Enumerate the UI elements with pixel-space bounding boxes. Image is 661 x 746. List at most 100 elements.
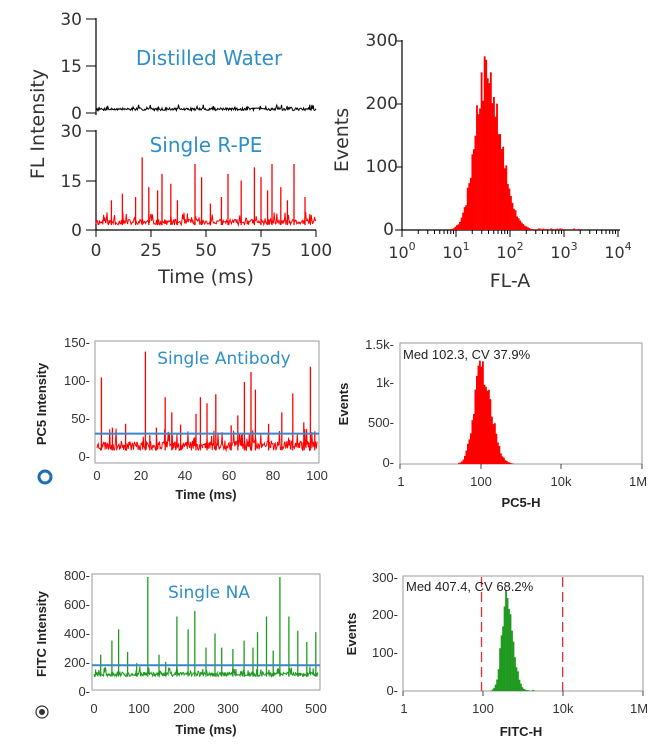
fla-xtick-label: 104 bbox=[604, 240, 631, 262]
histogram-bar bbox=[494, 423, 496, 464]
histogram-bar bbox=[496, 103, 498, 230]
histogram-bar bbox=[456, 225, 458, 230]
fla-xtick-label: 102 bbox=[496, 240, 523, 262]
histogram-bar bbox=[505, 165, 508, 230]
histogram-bar bbox=[492, 424, 495, 464]
panel-water: 30 15 0 Distilled Water bbox=[60, 10, 317, 124]
histogram-bar bbox=[483, 384, 486, 464]
fitch-xtick-label: 10k bbox=[553, 701, 574, 716]
fla-ytick-label: 200 bbox=[366, 94, 398, 114]
histogram-bar bbox=[510, 195, 512, 230]
svg-text:101: 101 bbox=[442, 240, 469, 262]
rpe-x-label: Time (ms) bbox=[157, 266, 254, 288]
pc5-xtick-label: 60 bbox=[222, 468, 236, 483]
histogram-bar bbox=[463, 207, 466, 230]
fitch-xtick-label: 100 bbox=[472, 701, 494, 716]
histogram-bar bbox=[476, 375, 478, 464]
histogram-bar bbox=[480, 72, 483, 230]
histogram-bar bbox=[458, 463, 460, 464]
fitc-ytick-label: 800- bbox=[64, 568, 90, 583]
histogram-bar bbox=[519, 220, 522, 230]
histogram-bar bbox=[489, 72, 492, 230]
pc5h-xtick-label: 1 bbox=[397, 474, 404, 489]
histogram-bar bbox=[491, 416, 493, 464]
histogram-bar bbox=[477, 365, 480, 464]
histogram-bar bbox=[459, 462, 462, 464]
fitc-xtick-label: 200 bbox=[173, 701, 195, 716]
pc5h-xtick-label: 100 bbox=[470, 474, 492, 489]
pc5-radio-button[interactable] bbox=[37, 469, 53, 485]
histogram-bar bbox=[506, 597, 509, 691]
pc5-ytick-label: 100- bbox=[64, 373, 90, 388]
histogram-bar bbox=[524, 689, 527, 691]
histogram-bar bbox=[486, 390, 489, 464]
histogram-bar bbox=[486, 78, 489, 230]
histogram-bar bbox=[520, 222, 523, 230]
fitc-xtick-label: 500 bbox=[305, 701, 327, 716]
histogram-bar bbox=[528, 228, 531, 230]
rpe-title: Single R-PE bbox=[150, 133, 263, 157]
histogram-bar bbox=[533, 690, 536, 691]
panel-rpe: 30 15 0 0 25 50 75 100 Time (ms) FL Inte… bbox=[27, 69, 332, 288]
fitch-xtick-label: 1M bbox=[630, 701, 648, 716]
histogram-bar bbox=[517, 671, 519, 691]
fla-xtick-label: 100 bbox=[388, 240, 415, 262]
pc5-xtick-label: 100 bbox=[306, 468, 328, 483]
rpe-xtick-label: 100 bbox=[300, 241, 332, 261]
fla-xtick-label: 103 bbox=[550, 240, 577, 262]
histogram-bar bbox=[497, 442, 499, 464]
fitc-title: Single NA bbox=[168, 583, 250, 603]
histogram-bar bbox=[542, 228, 545, 230]
histogram-bar bbox=[498, 446, 501, 464]
fla-ytick-label: 0 bbox=[383, 220, 394, 240]
histogram-bar bbox=[548, 229, 551, 230]
histogram-bar bbox=[466, 187, 469, 230]
pc5-xtick-label: 80 bbox=[266, 468, 280, 483]
pc5h-xtick-label: 10k bbox=[551, 474, 572, 489]
fitc-radio-button[interactable] bbox=[35, 705, 49, 719]
fla-y-label: Events bbox=[331, 108, 353, 172]
histogram-bar bbox=[471, 154, 474, 230]
histogram-bar bbox=[503, 606, 506, 691]
histogram-bar bbox=[517, 218, 520, 230]
fitc-ytick-label: 200- bbox=[64, 655, 90, 670]
histogram-bar bbox=[482, 361, 484, 464]
histogram-bar bbox=[473, 413, 475, 464]
histogram-bar bbox=[501, 456, 504, 464]
pc5-xtick-label: 0 bbox=[93, 468, 100, 483]
pc5h-annotation: Med 102.3, CV 37.9% bbox=[403, 347, 531, 362]
pc5-ytick-label: 0- bbox=[78, 449, 90, 464]
histogram-bar bbox=[508, 188, 511, 230]
histogram-bar bbox=[470, 433, 472, 464]
histogram-bar bbox=[521, 687, 524, 691]
fitch-ytick-label: 300- bbox=[372, 570, 398, 585]
histogram-bar bbox=[506, 183, 509, 230]
histogram-bar bbox=[479, 108, 481, 230]
histogram-bar bbox=[460, 217, 463, 230]
fitc-xtick-label: 300 bbox=[217, 701, 239, 716]
histogram-bar bbox=[467, 443, 469, 464]
fitch-xtick-label: 1 bbox=[400, 701, 407, 716]
histogram-bar bbox=[485, 59, 488, 230]
panel-fla: 300 200 100 0 100 101 102 103 104 FL-A E… bbox=[331, 31, 632, 292]
pc5h-x-label: PC5-H bbox=[501, 495, 540, 510]
histogram-bar bbox=[513, 208, 515, 230]
histogram-bar bbox=[480, 366, 483, 464]
histogram-bar bbox=[576, 229, 579, 230]
histogram-bar bbox=[464, 455, 466, 464]
fla-histogram bbox=[449, 56, 580, 231]
histogram-bar bbox=[523, 688, 525, 691]
pc5h-xtick-label: 1M bbox=[629, 474, 647, 489]
fitc-x-label: Time (ms) bbox=[175, 722, 236, 737]
fl-intensity-y-label: FL Intensity bbox=[27, 69, 49, 179]
histogram-bar bbox=[537, 228, 540, 230]
histogram-bar bbox=[461, 461, 463, 464]
water-trace bbox=[95, 103, 317, 113]
histogram-bar bbox=[533, 229, 535, 230]
histogram-bar bbox=[510, 463, 513, 464]
fitch-gates bbox=[480, 577, 564, 691]
histogram-bar bbox=[465, 450, 468, 464]
histogram-bar bbox=[469, 177, 472, 230]
histogram-bar bbox=[500, 635, 503, 691]
histogram-bar bbox=[482, 100, 485, 231]
